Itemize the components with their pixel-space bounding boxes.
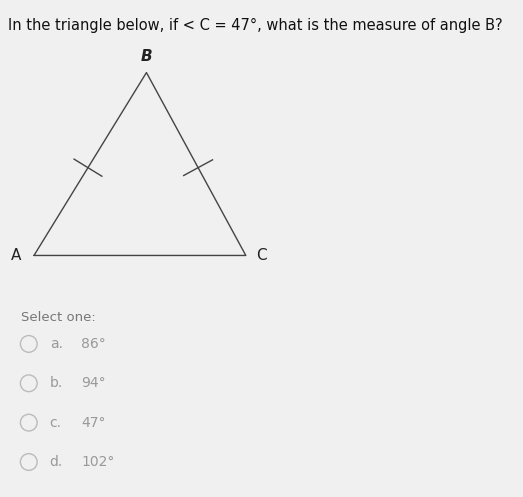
Text: a.: a.: [50, 337, 63, 351]
Text: d.: d.: [50, 455, 63, 469]
Text: 47°: 47°: [81, 415, 106, 429]
Text: 86°: 86°: [81, 337, 106, 351]
Text: 94°: 94°: [81, 376, 106, 390]
Text: c.: c.: [50, 415, 62, 429]
Text: 102°: 102°: [81, 455, 115, 469]
Text: B: B: [141, 49, 152, 64]
Text: A: A: [10, 248, 21, 263]
Text: C: C: [256, 248, 267, 263]
Text: In the triangle below, if < C = 47°, what is the measure of angle B?: In the triangle below, if < C = 47°, wha…: [8, 18, 503, 33]
Text: Select one:: Select one:: [21, 311, 96, 324]
Text: b.: b.: [50, 376, 63, 390]
